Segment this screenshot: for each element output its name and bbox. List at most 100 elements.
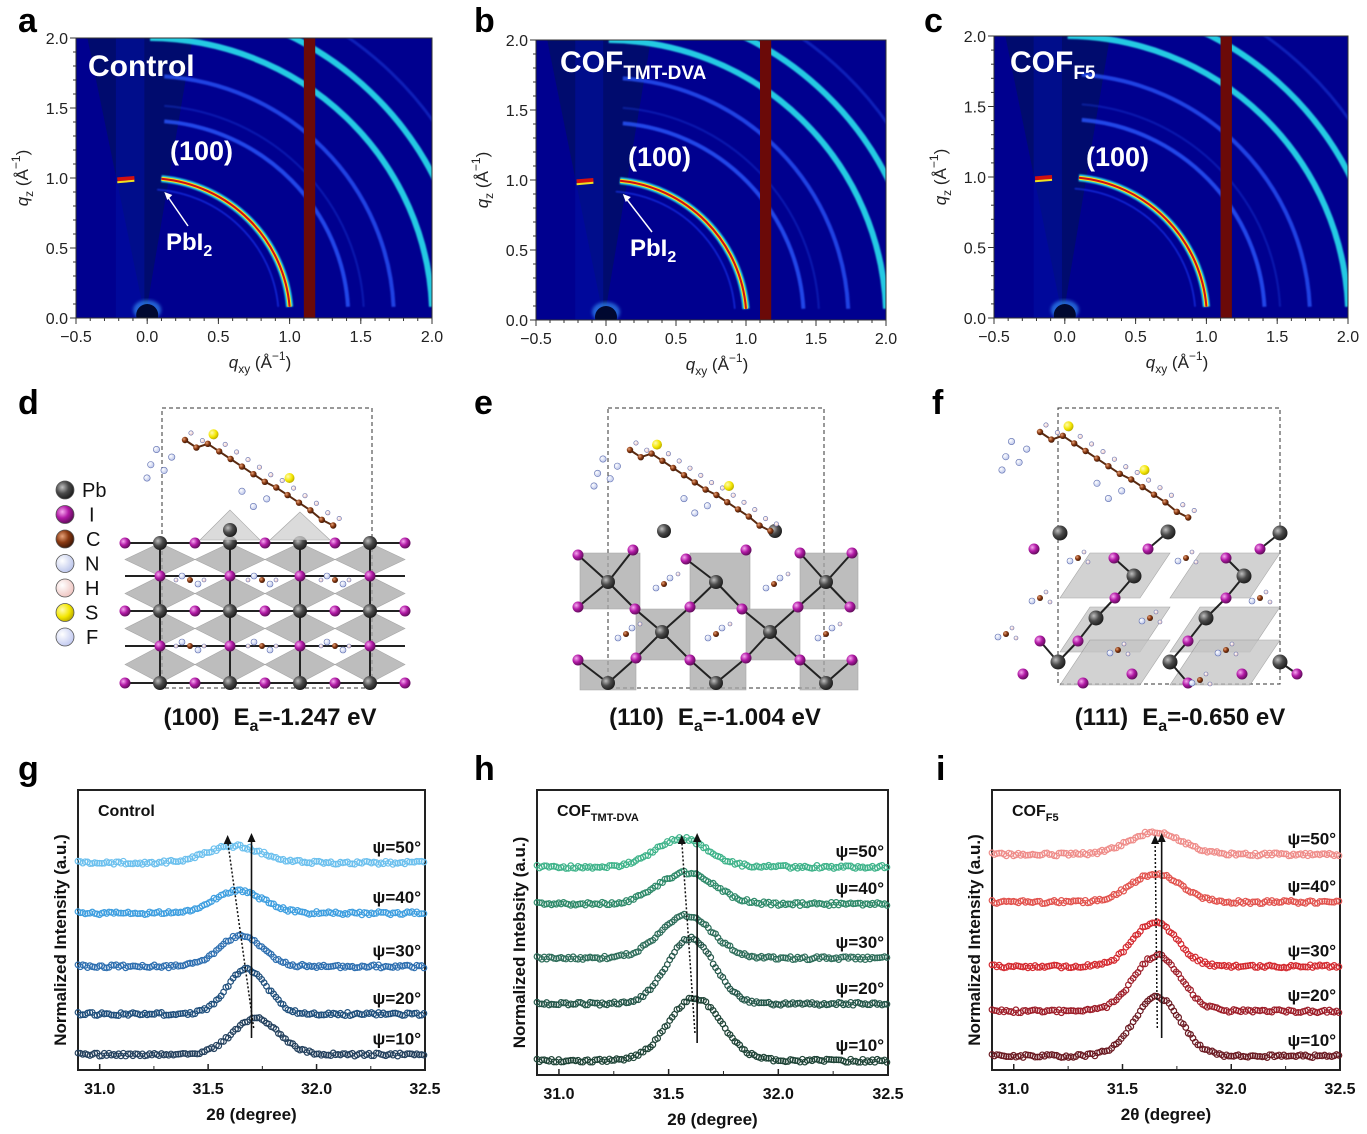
data-point — [107, 1011, 115, 1019]
atom-h — [279, 477, 285, 483]
data-point — [755, 999, 763, 1007]
atom-h — [763, 516, 769, 522]
atom-n — [691, 509, 699, 517]
atom-c — [1173, 508, 1181, 515]
data-point — [1249, 1052, 1257, 1060]
atom-i — [740, 544, 752, 556]
data-point — [1022, 851, 1029, 859]
atom-c — [1071, 440, 1078, 447]
atom-c — [659, 457, 666, 464]
atom-n — [194, 646, 202, 654]
atom-i — [1142, 543, 1154, 555]
facet-label: (110) — [609, 704, 664, 731]
data-point — [1273, 1006, 1281, 1014]
sample-title-main: COF — [560, 46, 623, 79]
ring-100-left — [576, 178, 594, 184]
atom-pb — [1162, 654, 1178, 670]
legend-item-i: I — [55, 505, 95, 527]
atom-pb — [1160, 524, 1176, 540]
atom-pb — [1126, 568, 1142, 584]
data-point — [322, 963, 330, 971]
pbi6-octahedron — [1059, 552, 1171, 599]
atom-i — [119, 537, 131, 549]
data-point — [177, 962, 184, 970]
data-point — [351, 964, 359, 972]
data-point — [415, 910, 423, 918]
x-axis-label: 2θ (degree) — [1121, 1105, 1211, 1124]
atom-c — [1139, 483, 1146, 491]
atom-h — [201, 577, 207, 583]
series-label: ψ=20° — [1288, 986, 1337, 1005]
y-axis-label-unit: (Å — [931, 167, 950, 189]
data-point — [828, 1056, 835, 1063]
atom-n — [147, 461, 155, 469]
atom-n — [762, 584, 770, 592]
data-point — [1072, 897, 1080, 905]
data-point — [688, 913, 695, 921]
atom-c — [745, 513, 752, 520]
peak-shift-arrow-dotted — [681, 840, 696, 1034]
legend-item-pb: Pb — [55, 480, 106, 502]
atom-h — [291, 485, 297, 491]
data-point — [408, 858, 416, 866]
y-tick-label: 1.5 — [46, 101, 68, 118]
sample-title-main: COF — [1010, 46, 1073, 79]
data-point — [329, 860, 337, 868]
atom-h — [188, 430, 194, 436]
y-tick-label: 2.0 — [964, 29, 986, 46]
data-point — [1318, 850, 1326, 858]
data-point — [186, 1050, 194, 1058]
data-point — [642, 852, 649, 859]
atom-h — [1189, 549, 1195, 555]
atom-c — [767, 527, 774, 535]
atom-c — [330, 522, 337, 529]
peak-label-100: (100) — [170, 136, 233, 166]
data-point — [360, 858, 368, 865]
sample-title: COFTMT-DVA — [557, 803, 639, 824]
data-point — [801, 901, 809, 908]
y-tick-label: 1.0 — [46, 171, 68, 188]
atom-i — [294, 640, 306, 652]
y-tick-label: 2.0 — [46, 31, 68, 48]
pbi6-octahedron — [269, 511, 331, 541]
data-point — [189, 1050, 196, 1058]
data-point — [170, 857, 177, 865]
atom-n — [339, 580, 347, 588]
atom-h — [1081, 549, 1087, 555]
diffraction-ring — [608, 40, 886, 309]
series-label: ψ=40° — [1288, 877, 1337, 896]
atom-n — [828, 624, 836, 632]
x-axis-label-unit: (Å — [1167, 353, 1189, 372]
data-point — [548, 862, 555, 870]
data-point — [777, 954, 785, 962]
atom-h — [785, 571, 791, 577]
peak-label-100: (100) — [628, 142, 691, 172]
atom-h — [273, 643, 279, 649]
data-point — [174, 1010, 182, 1018]
data-point — [325, 963, 332, 971]
data-point — [420, 1010, 428, 1017]
data-point — [832, 1056, 840, 1064]
x-tick-label: 31.5 — [653, 1086, 684, 1103]
atom-i — [572, 654, 584, 666]
data-point — [153, 963, 161, 971]
atom-i — [736, 603, 748, 615]
atom-i — [1034, 635, 1046, 647]
series-label: ψ=50° — [836, 842, 885, 861]
x-tick-label: 0.5 — [1124, 329, 1146, 346]
atom-c — [318, 516, 325, 523]
data-point — [770, 862, 777, 870]
detector-gap — [303, 38, 316, 318]
series-10: ψ=10° — [988, 992, 1343, 1061]
atom-i-icon — [55, 505, 75, 524]
atom-pb — [655, 625, 669, 639]
data-point — [179, 1049, 187, 1057]
data-point — [399, 1051, 406, 1058]
atom-pb — [768, 524, 782, 538]
atom-n — [998, 466, 1006, 474]
x-axis-label: qxy (Å−1) — [686, 351, 749, 378]
atom-pb — [293, 676, 307, 690]
series-label: ψ=50° — [1288, 829, 1337, 848]
diffraction-ring — [164, 104, 365, 307]
data-point — [1335, 897, 1343, 905]
